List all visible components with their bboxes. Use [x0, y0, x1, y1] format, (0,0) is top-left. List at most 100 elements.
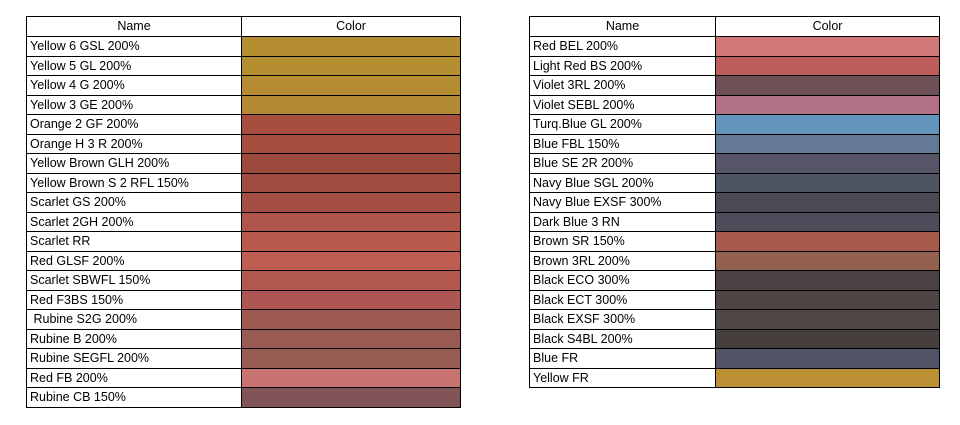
dye-name-cell: Black EXSF 300% — [529, 309, 716, 330]
dye-name-cell: Yellow 4 G 200% — [26, 75, 242, 96]
color-swatch-cell — [241, 114, 461, 135]
dye-name-cell: Yellow 3 GE 200% — [26, 94, 242, 115]
table-row: Violet SEBL 200% — [529, 94, 940, 115]
table-row: Orange H 3 R 200% — [26, 133, 461, 154]
color-swatch-cell — [715, 348, 940, 369]
table-row: Blue FR — [529, 348, 940, 369]
color-swatch-cell — [241, 211, 461, 232]
color-swatch-cell — [715, 75, 940, 96]
dye-name-cell: Brown 3RL 200% — [529, 250, 716, 271]
dye-name-cell: Black S4BL 200% — [529, 328, 716, 349]
table-row: Red GLSF 200% — [26, 250, 461, 271]
color-swatch-cell — [241, 36, 461, 57]
color-swatch-cell — [241, 309, 461, 330]
right-table-body: Red BEL 200% Light Red BS 200% Violet 3RL … — [529, 36, 940, 388]
dye-name-cell: Rubine CB 150% — [26, 387, 242, 408]
color-swatch-cell — [715, 250, 940, 271]
dye-name-cell: Rubine B 200% — [26, 328, 242, 349]
color-swatch-cell — [715, 270, 940, 291]
dye-name-cell: Orange 2 GF 200% — [26, 114, 242, 135]
dye-name-cell: Brown SR 150% — [529, 231, 716, 252]
table-row: Yellow FR — [529, 367, 940, 388]
color-swatch-cell — [241, 231, 461, 252]
color-swatch-cell — [715, 172, 940, 193]
table-row: Black EXSF 300% — [529, 309, 940, 330]
table-row: Violet 3RL 200% — [529, 75, 940, 96]
table-row: Orange 2 GF 200% — [26, 114, 461, 135]
dye-name-cell: Yellow 5 GL 200% — [26, 55, 242, 76]
left-header-name: Name — [26, 16, 242, 37]
table-row: Black ECT 300% — [529, 289, 940, 310]
dye-name-cell: Scarlet GS 200% — [26, 192, 242, 213]
color-swatch-cell — [715, 114, 940, 135]
dye-name-cell: Blue FBL 150% — [529, 133, 716, 154]
color-swatch-cell — [241, 387, 461, 408]
table-row: Yellow Brown S 2 RFL 150% — [26, 172, 461, 193]
color-swatch-cell — [715, 231, 940, 252]
dye-name-cell: Yellow 6 GSL 200% — [26, 36, 242, 57]
color-swatch-cell — [241, 55, 461, 76]
left-header-color: Color — [241, 16, 461, 37]
dye-name-cell: Scarlet SBWFL 150% — [26, 270, 242, 291]
dye-name-cell: Yellow Brown GLH 200% — [26, 153, 242, 174]
table-row: Scarlet RR — [26, 231, 461, 252]
dye-name-cell: Scarlet 2GH 200% — [26, 211, 242, 232]
dye-name-cell: Blue FR — [529, 348, 716, 369]
table-row: Navy Blue SGL 200% — [529, 172, 940, 193]
dye-name-cell: Dark Blue 3 RN — [529, 211, 716, 232]
table-row: Rubine SEGFL 200% — [26, 348, 461, 369]
color-swatch-cell — [715, 36, 940, 57]
color-swatch-cell — [241, 94, 461, 115]
color-swatch-cell — [241, 289, 461, 310]
table-row: Turq.Blue GL 200% — [529, 114, 940, 135]
dye-name-cell: Light Red BS 200% — [529, 55, 716, 76]
color-swatch-cell — [241, 133, 461, 154]
table-row: Black ECO 300% — [529, 270, 940, 291]
table-row: Brown SR 150% — [529, 231, 940, 252]
color-swatch-cell — [715, 309, 940, 330]
dye-name-cell: Red GLSF 200% — [26, 250, 242, 271]
right-color-table: Name Color Red BEL 200% Light Red BS 200%… — [529, 16, 940, 388]
table-row: Navy Blue EXSF 300% — [529, 192, 940, 213]
dye-name-cell: Yellow Brown S 2 RFL 150% — [26, 172, 242, 193]
table-row: Red F3BS 150% — [26, 289, 461, 310]
table-row: Rubine B 200% — [26, 328, 461, 349]
color-swatch-cell — [715, 133, 940, 154]
color-swatch-cell — [715, 153, 940, 174]
table-row: Red FB 200% — [26, 367, 461, 388]
table-row: Rubine CB 150% — [26, 387, 461, 408]
color-swatch-cell — [241, 270, 461, 291]
table-row: Rubine S2G 200% — [26, 309, 461, 330]
color-swatch-cell — [715, 94, 940, 115]
dye-name-cell: Red FB 200% — [26, 367, 242, 388]
color-swatch-cell — [241, 172, 461, 193]
color-swatch-cell — [241, 348, 461, 369]
table-row: Red BEL 200% — [529, 36, 940, 57]
table-row: Yellow 3 GE 200% — [26, 94, 461, 115]
dye-name-cell: Orange H 3 R 200% — [26, 133, 242, 154]
left-table-body: Yellow 6 GSL 200% Yellow 5 GL 200% Yellow … — [26, 36, 461, 408]
dye-name-cell: Red BEL 200% — [529, 36, 716, 57]
dye-name-cell: Red F3BS 150% — [26, 289, 242, 310]
right-header-color: Color — [715, 16, 940, 37]
left-header-row: Name Color — [26, 16, 461, 37]
dye-name-cell: Violet 3RL 200% — [529, 75, 716, 96]
table-row: Black S4BL 200% — [529, 328, 940, 349]
color-swatch-cell — [715, 211, 940, 232]
dye-name-cell: Rubine S2G 200% — [26, 309, 242, 330]
table-row: Scarlet SBWFL 150% — [26, 270, 461, 291]
color-swatch-cell — [715, 55, 940, 76]
table-row: Light Red BS 200% — [529, 55, 940, 76]
table-row: Yellow 6 GSL 200% — [26, 36, 461, 57]
table-row: Brown 3RL 200% — [529, 250, 940, 271]
dye-name-cell: Yellow FR — [529, 367, 716, 388]
right-header-row: Name Color — [529, 16, 940, 37]
table-row: Yellow Brown GLH 200% — [26, 153, 461, 174]
dye-name-cell: Blue SE 2R 200% — [529, 153, 716, 174]
table-row: Yellow 4 G 200% — [26, 75, 461, 96]
dye-name-cell: Black ECO 300% — [529, 270, 716, 291]
right-header-name: Name — [529, 16, 716, 37]
dye-name-cell: Black ECT 300% — [529, 289, 716, 310]
dye-name-cell: Turq.Blue GL 200% — [529, 114, 716, 135]
left-color-table: Name Color Yellow 6 GSL 200% Yellow 5 GL … — [26, 16, 461, 408]
